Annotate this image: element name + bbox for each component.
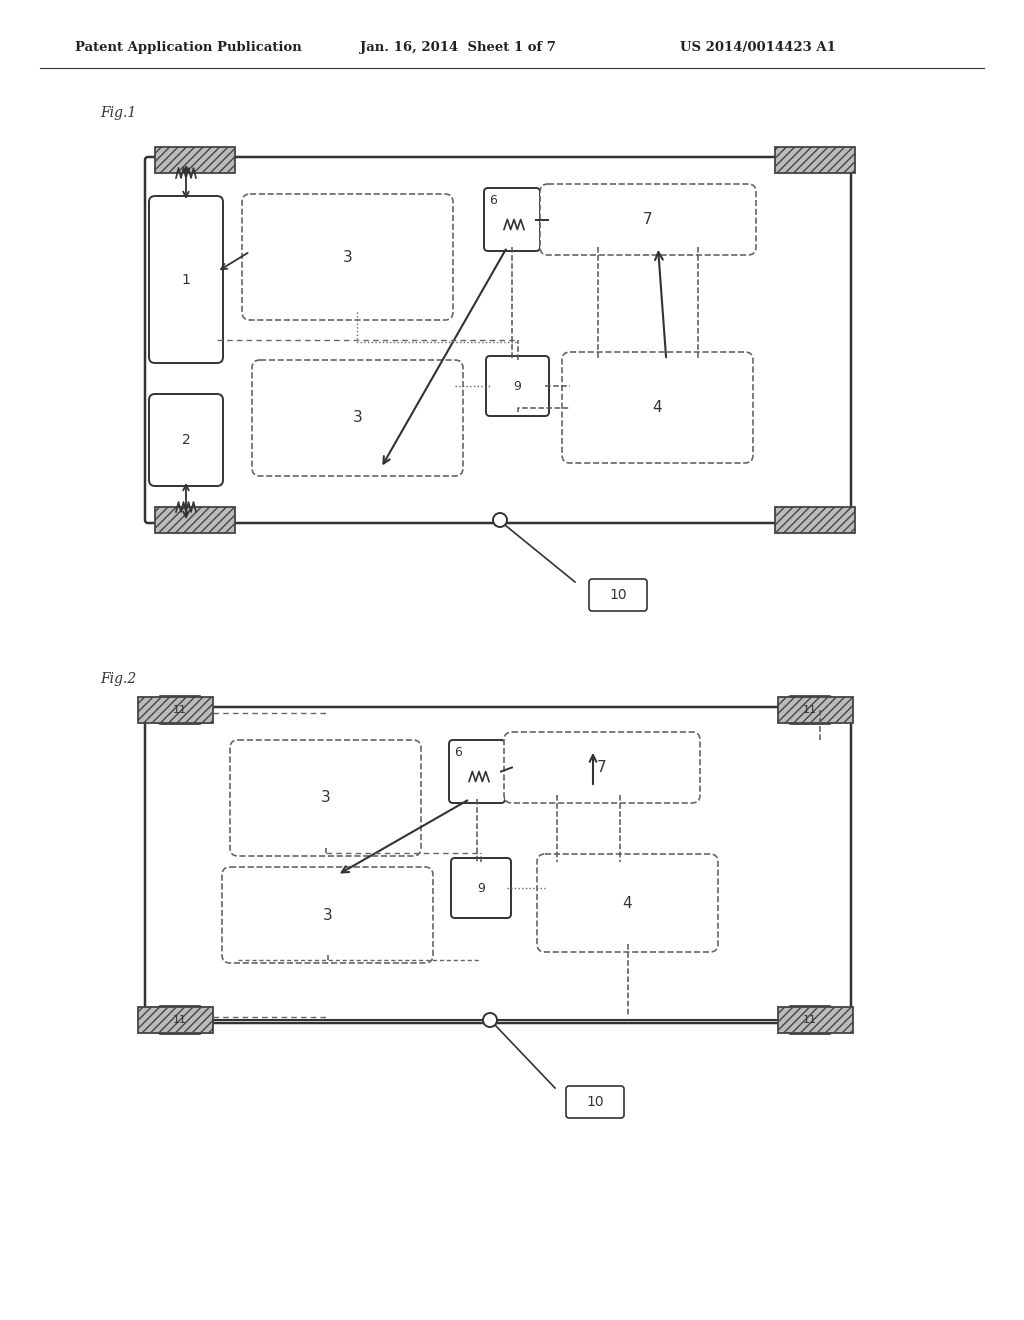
FancyBboxPatch shape	[788, 1006, 831, 1034]
FancyBboxPatch shape	[158, 696, 202, 723]
Text: 7: 7	[597, 760, 607, 775]
Text: US 2014/0014423 A1: US 2014/0014423 A1	[680, 41, 836, 54]
Text: Fig.1: Fig.1	[100, 106, 136, 120]
Text: Fig.2: Fig.2	[100, 672, 136, 686]
FancyBboxPatch shape	[486, 356, 549, 416]
Bar	[777, 1007, 853, 1034]
FancyBboxPatch shape	[150, 393, 223, 486]
Bar	[775, 507, 855, 533]
Circle shape	[483, 1012, 497, 1027]
FancyBboxPatch shape	[566, 1086, 624, 1118]
FancyBboxPatch shape	[788, 696, 831, 723]
Text: 9: 9	[477, 882, 485, 895]
Bar	[137, 697, 213, 723]
Text: 10: 10	[609, 587, 627, 602]
Text: 4: 4	[652, 400, 663, 414]
FancyBboxPatch shape	[562, 352, 753, 463]
FancyBboxPatch shape	[449, 741, 505, 803]
FancyBboxPatch shape	[222, 867, 433, 964]
Bar	[155, 507, 234, 533]
Text: 7: 7	[643, 213, 653, 227]
Text: 11: 11	[803, 1015, 817, 1026]
FancyBboxPatch shape	[230, 741, 421, 855]
Text: 3: 3	[321, 791, 331, 805]
Text: 6: 6	[454, 747, 462, 759]
FancyBboxPatch shape	[484, 187, 540, 251]
Text: 11: 11	[173, 705, 187, 715]
Text: 2: 2	[181, 433, 190, 447]
FancyBboxPatch shape	[150, 195, 223, 363]
Text: 11: 11	[173, 1015, 187, 1026]
Circle shape	[493, 513, 507, 527]
Text: 9: 9	[514, 380, 521, 392]
FancyBboxPatch shape	[145, 708, 851, 1023]
Text: Jan. 16, 2014  Sheet 1 of 7: Jan. 16, 2014 Sheet 1 of 7	[360, 41, 556, 54]
Text: 11: 11	[803, 705, 817, 715]
FancyBboxPatch shape	[145, 157, 851, 523]
FancyBboxPatch shape	[242, 194, 453, 319]
Text: Patent Application Publication: Patent Application Publication	[75, 41, 302, 54]
FancyBboxPatch shape	[451, 858, 511, 917]
FancyBboxPatch shape	[589, 579, 647, 611]
FancyBboxPatch shape	[504, 733, 700, 803]
Bar	[137, 1007, 213, 1034]
FancyBboxPatch shape	[540, 183, 756, 255]
Text: 6: 6	[489, 194, 497, 207]
FancyBboxPatch shape	[158, 1006, 202, 1034]
Text: 3: 3	[323, 908, 333, 923]
FancyBboxPatch shape	[537, 854, 718, 952]
Bar	[155, 147, 234, 173]
Bar	[775, 147, 855, 173]
Text: 10: 10	[586, 1096, 604, 1109]
Text: 4: 4	[623, 895, 632, 911]
Bar	[777, 697, 853, 723]
Text: 3: 3	[352, 411, 362, 425]
FancyBboxPatch shape	[252, 360, 463, 477]
Text: 1: 1	[181, 272, 190, 286]
Text: 3: 3	[343, 249, 352, 264]
